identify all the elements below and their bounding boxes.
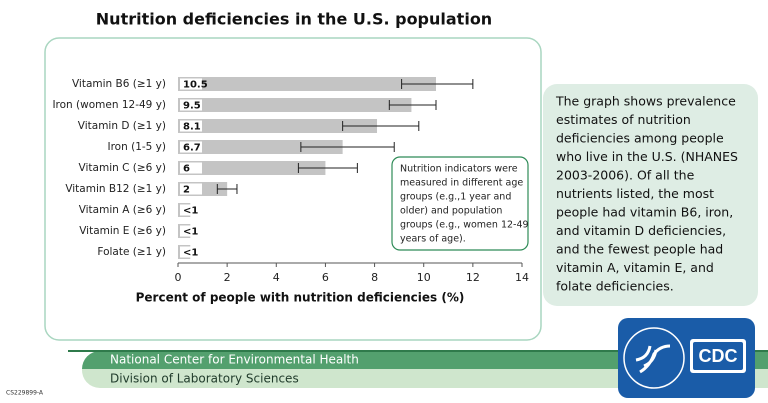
value-label: 10.5 xyxy=(183,80,208,91)
y-tick-label: Vitamin B6 (≥1 y) xyxy=(72,78,166,90)
y-tick-label: Folate (≥1 y) xyxy=(97,246,166,258)
x-tick-label: 8 xyxy=(371,271,378,284)
bar xyxy=(178,140,343,154)
error-bar xyxy=(388,100,437,110)
footer-band xyxy=(100,369,768,388)
side-text: The graph shows prevalence xyxy=(555,94,736,109)
value-label-box xyxy=(180,162,202,174)
x-tick-label: 14 xyxy=(515,271,529,284)
value-label: 6 xyxy=(183,164,190,175)
value-label-box xyxy=(180,141,202,153)
y-tick-label: Vitamin A (≥6 y) xyxy=(79,204,166,216)
chart-panel xyxy=(44,37,542,341)
x-tick-label: 12 xyxy=(466,271,480,284)
footer-curve xyxy=(81,369,100,388)
value-label-box xyxy=(180,183,202,195)
x-axis-label: Percent of people with nutrition deficie… xyxy=(136,291,465,305)
side-text: who live in the U.S. (NHANES xyxy=(556,149,738,164)
footer-curve xyxy=(82,351,100,369)
note-box xyxy=(391,156,529,251)
y-tick-label: Vitamin D (≥1 y) xyxy=(78,120,166,132)
value-label-box xyxy=(180,78,202,90)
side-text: and the fewest people had xyxy=(556,242,723,257)
error-bar xyxy=(342,121,420,131)
footer-center: National Center for Environmental Health xyxy=(110,353,359,367)
value-label: 9.5 xyxy=(183,101,201,112)
side-text: folate deficiencies. xyxy=(556,279,674,294)
footer-division: Division of Laboratory Sciences xyxy=(110,372,299,386)
bar xyxy=(178,161,326,175)
x-tick-label: 4 xyxy=(273,271,280,284)
annotation: groups (e.g., women 12-49 xyxy=(400,220,529,231)
annotation: groups (e.g.,1 year and xyxy=(400,192,511,203)
value-label-box xyxy=(180,246,202,258)
side-panel xyxy=(543,84,758,306)
doc-code: CS229899-A xyxy=(6,390,44,397)
side-text: 2003-2006). Of all the xyxy=(556,168,695,183)
value-label-box xyxy=(180,225,202,237)
side-text: people had vitamin B6, iron, xyxy=(556,205,733,220)
annotation: measured in different age xyxy=(400,178,523,189)
x-tick-label: 10 xyxy=(417,271,431,284)
x-tick-label: 6 xyxy=(322,271,329,284)
error-bar xyxy=(401,79,474,89)
value-label: <1 xyxy=(183,227,198,238)
side-text: deficiencies among people xyxy=(556,131,724,146)
value-label: 8.1 xyxy=(183,122,201,133)
value-label: <1 xyxy=(183,248,198,259)
side-text: vitamin A, vitamin E, and xyxy=(556,260,714,275)
annotation: years of age). xyxy=(400,234,466,245)
bar xyxy=(178,119,378,133)
value-label-box xyxy=(180,120,202,132)
y-tick-label: Vitamin C (≥6 y) xyxy=(79,162,166,174)
footer-band xyxy=(100,351,768,369)
value-label-box xyxy=(180,99,202,111)
annotation: Nutrition indicators were xyxy=(400,164,518,175)
value-label: <1 xyxy=(183,206,198,217)
x-tick-label: 2 xyxy=(224,271,231,284)
hhs-emblem xyxy=(635,344,671,374)
value-label: 6.7 xyxy=(183,143,201,154)
value-label-box xyxy=(180,204,202,216)
cdc-inner xyxy=(693,342,743,370)
cdc-logo xyxy=(618,318,755,398)
x-tick-label: 0 xyxy=(175,271,182,284)
y-tick-label: Iron (1-5 y) xyxy=(108,141,167,153)
chart-title: Nutrition deficiencies in the U.S. popul… xyxy=(96,10,492,29)
y-tick-label: Vitamin B12 (≥1 y) xyxy=(65,183,166,195)
bar xyxy=(178,98,412,112)
error-bar xyxy=(297,163,358,173)
side-text: nutrients listed, the most xyxy=(556,186,714,201)
cdc-text: CDC xyxy=(699,346,738,366)
error-bar xyxy=(216,184,238,194)
value-label: 2 xyxy=(183,185,190,196)
y-tick-label: Iron (women 12-49 y) xyxy=(52,99,166,111)
error-bar xyxy=(300,142,395,152)
hhs-seal xyxy=(623,327,685,389)
side-text: estimates of nutrition xyxy=(556,112,691,127)
annotation: older) and population xyxy=(400,206,502,217)
y-tick-label: Vitamin E (≥6 y) xyxy=(79,225,166,237)
side-text: and vitamin D deficiencies, xyxy=(556,223,726,238)
bar xyxy=(178,77,436,91)
